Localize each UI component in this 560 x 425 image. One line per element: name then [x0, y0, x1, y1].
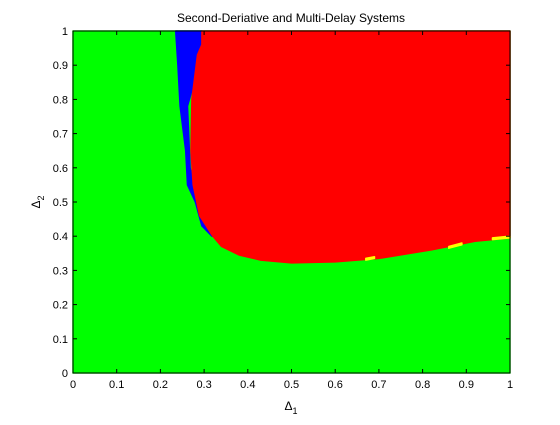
x-tick-label: 0.4 — [240, 379, 255, 391]
x-axis-label-symbol: Δ — [284, 399, 292, 413]
x-tick-label: 0.7 — [371, 379, 386, 391]
region-yellow-4 — [448, 242, 463, 249]
region-yellow-5 — [365, 255, 376, 261]
chart-title: Second-Deriative and Multi-Delay Systems — [177, 11, 405, 25]
y-tick-label: 0.5 — [53, 197, 68, 209]
y-tick-label: 0.4 — [53, 231, 68, 243]
y-axis-label-symbol: Δ — [29, 201, 43, 209]
axes-layer: 0 0.1 0.2 0.3 0.4 0.5 0.6 0.7 0.8 0.9 1 0 0.1 0.2 0.3 0… — [53, 26, 513, 391]
x-tick-label: 0.2 — [153, 379, 168, 391]
y-tick-label: 0.6 — [53, 163, 68, 175]
x-tick-label: 0.5 — [284, 379, 299, 391]
x-tick-label: 0.8 — [415, 379, 430, 391]
x-tick-label: 0.1 — [109, 379, 124, 391]
y-tick-label: 0.3 — [53, 265, 68, 277]
y-tick-label: 0 — [62, 368, 68, 380]
regions-layer — [72, 30, 511, 374]
y-axis-label-subscript: 2 — [36, 195, 46, 200]
y-tick-label: 1 — [62, 26, 68, 38]
y-tick-label: 0.9 — [53, 60, 68, 72]
y-tick-label: 0.1 — [53, 334, 68, 346]
x-tick-label: 0.6 — [328, 379, 343, 391]
x-tick-label: 0.9 — [459, 379, 474, 391]
x-tick-label: 1 — [507, 379, 513, 391]
y-tick-label: 0.8 — [53, 94, 68, 106]
y-tick-label: 0.2 — [53, 300, 68, 312]
x-tick-label: 0 — [70, 379, 76, 391]
y-tick-label: 0.7 — [53, 129, 68, 141]
x-axis-label: Δ1 — [284, 399, 297, 416]
y-axis-label: Δ2 — [29, 195, 46, 208]
region-red-2 — [190, 30, 511, 264]
x-tick-label: 0.3 — [196, 379, 211, 391]
x-axis-label-subscript: 1 — [293, 406, 298, 416]
